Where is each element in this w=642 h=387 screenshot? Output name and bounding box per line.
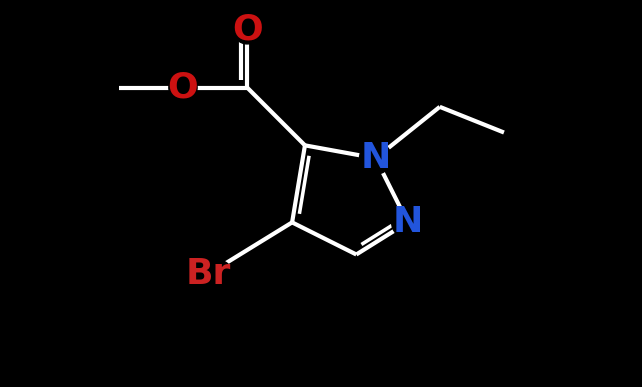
- Ellipse shape: [233, 15, 261, 44]
- Text: O: O: [168, 70, 198, 104]
- Text: O: O: [232, 13, 263, 47]
- Text: Br: Br: [186, 257, 231, 291]
- Text: N: N: [392, 205, 423, 240]
- Ellipse shape: [360, 142, 392, 174]
- Text: N: N: [360, 141, 391, 175]
- Ellipse shape: [184, 258, 233, 290]
- Ellipse shape: [169, 74, 197, 102]
- Ellipse shape: [392, 206, 424, 238]
